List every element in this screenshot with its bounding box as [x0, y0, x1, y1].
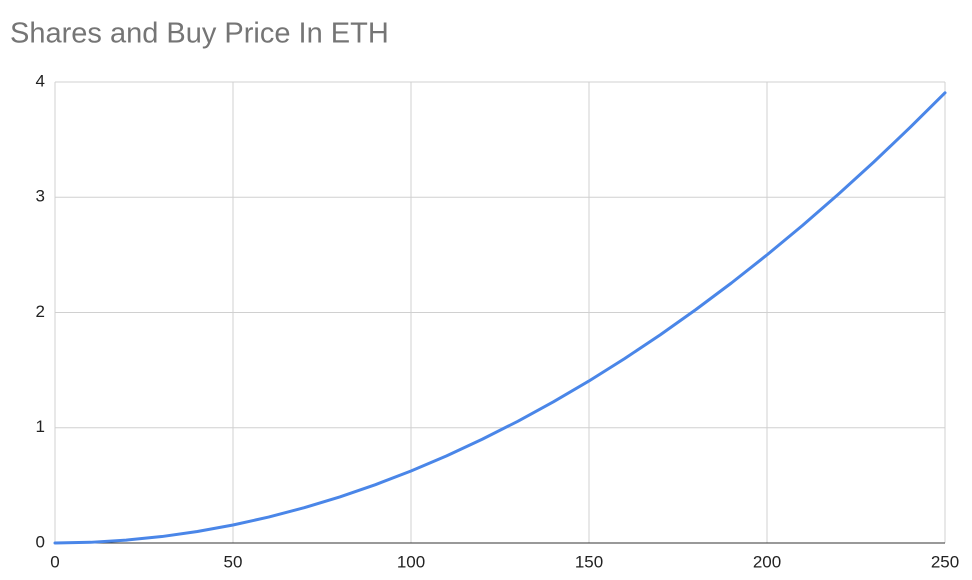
x-tick-label: 0: [50, 552, 59, 571]
x-tick-label: 50: [224, 552, 243, 571]
y-tick-label: 3: [36, 187, 45, 206]
x-tick-label: 100: [397, 552, 425, 571]
y-tick-label: 0: [36, 532, 45, 551]
y-tick-label: 2: [36, 302, 45, 321]
x-tick-label: 250: [931, 552, 959, 571]
data-line: [53, 91, 947, 545]
y-tick-label: 1: [36, 417, 45, 436]
x-tick-label: 150: [575, 552, 603, 571]
x-tick-label: 200: [753, 552, 781, 571]
y-tick-label: 4: [36, 71, 45, 90]
chart-title: Shares and Buy Price In ETH: [10, 18, 389, 50]
